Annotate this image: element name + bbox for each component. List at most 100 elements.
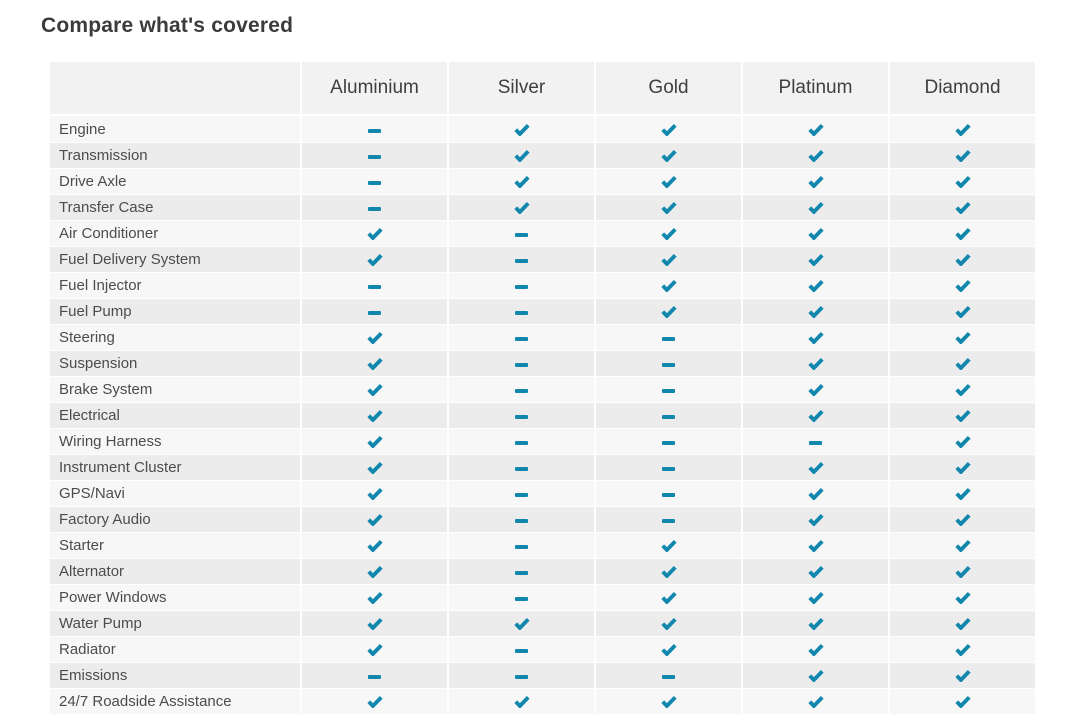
dash-icon — [594, 351, 741, 376]
check-icon — [741, 351, 888, 376]
check-icon — [300, 325, 447, 350]
check-icon — [594, 585, 741, 610]
dash-icon — [300, 169, 447, 194]
check-icon — [741, 169, 888, 194]
row-label: Drive Axle — [50, 169, 300, 194]
check-icon — [300, 247, 447, 272]
dash-icon — [447, 429, 594, 454]
table-row: GPS/Navi — [50, 480, 1035, 506]
dash-icon — [300, 116, 447, 142]
table-row: Engine — [50, 116, 1035, 142]
check-icon — [300, 585, 447, 610]
check-icon — [447, 195, 594, 220]
dash-icon — [447, 247, 594, 272]
check-icon — [888, 195, 1035, 220]
check-icon — [741, 221, 888, 246]
check-icon — [888, 221, 1035, 246]
check-icon — [447, 689, 594, 714]
table-row: Suspension — [50, 350, 1035, 376]
check-icon — [300, 351, 447, 376]
row-label: Power Windows — [50, 585, 300, 610]
table-row: Fuel Pump — [50, 298, 1035, 324]
check-icon — [741, 143, 888, 168]
check-icon — [447, 116, 594, 142]
row-label: GPS/Navi — [50, 481, 300, 506]
dash-icon — [594, 403, 741, 428]
dash-icon — [594, 377, 741, 402]
row-label: 24/7 Roadside Assistance — [50, 689, 300, 714]
check-icon — [447, 143, 594, 168]
row-label: Alternator — [50, 559, 300, 584]
check-icon — [888, 247, 1035, 272]
check-icon — [888, 455, 1035, 480]
dash-icon — [300, 195, 447, 220]
check-icon — [594, 247, 741, 272]
check-icon — [594, 221, 741, 246]
check-icon — [888, 403, 1035, 428]
check-icon — [594, 299, 741, 324]
check-icon — [741, 559, 888, 584]
dash-icon — [300, 663, 447, 688]
dash-icon — [300, 299, 447, 324]
row-label: Transmission — [50, 143, 300, 168]
check-icon — [888, 481, 1035, 506]
check-icon — [300, 403, 447, 428]
check-icon — [888, 351, 1035, 376]
check-icon — [300, 481, 447, 506]
check-icon — [300, 533, 447, 558]
page-title: Compare what's covered — [41, 14, 294, 37]
check-icon — [741, 299, 888, 324]
dash-icon — [447, 507, 594, 532]
table-row: Power Windows — [50, 584, 1035, 610]
dash-icon — [447, 351, 594, 376]
dash-icon — [447, 585, 594, 610]
check-icon — [741, 689, 888, 714]
check-icon — [888, 663, 1035, 688]
check-icon — [888, 299, 1035, 324]
table-row: Emissions — [50, 662, 1035, 688]
check-icon — [888, 273, 1035, 298]
dash-icon — [741, 429, 888, 454]
check-icon — [300, 377, 447, 402]
check-icon — [888, 611, 1035, 636]
check-icon — [594, 169, 741, 194]
table-row: Alternator — [50, 558, 1035, 584]
check-icon — [888, 429, 1035, 454]
check-icon — [888, 325, 1035, 350]
table-row: 24/7 Roadside Assistance — [50, 688, 1035, 714]
check-icon — [300, 637, 447, 662]
check-icon — [300, 455, 447, 480]
table-row: Drive Axle — [50, 168, 1035, 194]
check-icon — [594, 116, 741, 142]
row-label: Brake System — [50, 377, 300, 402]
row-label: Fuel Delivery System — [50, 247, 300, 272]
check-icon — [300, 221, 447, 246]
header-spacer-cell — [50, 62, 300, 114]
row-label: Fuel Pump — [50, 299, 300, 324]
check-icon — [594, 143, 741, 168]
check-icon — [594, 559, 741, 584]
check-icon — [594, 637, 741, 662]
table-row: Fuel Injector — [50, 272, 1035, 298]
check-icon — [594, 611, 741, 636]
coverage-comparison-table: Aluminium Silver Gold Platinum Diamond Engin… — [50, 62, 1035, 714]
check-icon — [594, 689, 741, 714]
check-icon — [741, 533, 888, 558]
row-label: Suspension — [50, 351, 300, 376]
table-row: Brake System — [50, 376, 1035, 402]
check-icon — [741, 403, 888, 428]
row-label: Emissions — [50, 663, 300, 688]
table-row: Transfer Case — [50, 194, 1035, 220]
dash-icon — [447, 403, 594, 428]
dash-icon — [447, 559, 594, 584]
column-header-diamond: Diamond — [888, 62, 1035, 114]
row-label: Radiator — [50, 637, 300, 662]
check-icon — [741, 637, 888, 662]
dash-icon — [447, 221, 594, 246]
check-icon — [888, 559, 1035, 584]
dash-icon — [447, 455, 594, 480]
check-icon — [741, 273, 888, 298]
dash-icon — [447, 273, 594, 298]
check-icon — [594, 195, 741, 220]
dash-icon — [447, 663, 594, 688]
